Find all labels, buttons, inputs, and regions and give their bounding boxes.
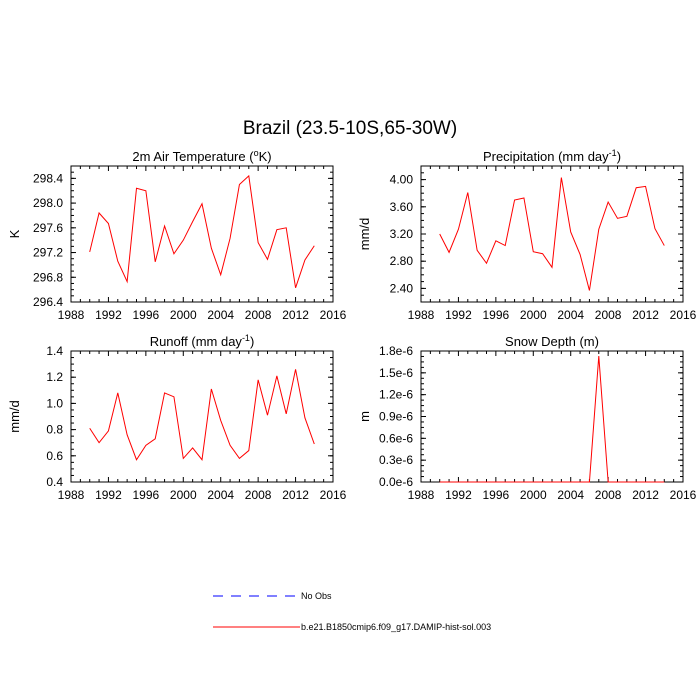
panel-title: 2m Air Temperature (oK) [132,148,271,164]
x-tick-label: 2004 [557,308,584,322]
x-tick-label: 2008 [595,308,622,322]
x-tick-label: 2000 [520,308,547,322]
x-tick-label: 2000 [170,308,197,322]
series-line [89,369,315,461]
x-tick-label: 1988 [408,308,435,322]
panel-1: 2m Air Temperature (oK) 1988 1992 1996 2000 2… [7,148,347,322]
panel-title-text: Snow Depth (m) [505,334,599,349]
x-tick-label: 2012 [282,308,309,322]
x-tick-label: 1996 [133,308,160,322]
figure-title: Brazil (23.5-10S,65-30W) [243,118,457,139]
panel-title: Precipitation (mm day-1) [483,148,621,164]
y-tick-label: 298.0 [33,196,63,210]
y-tick-label: 1.2e-6 [379,388,413,402]
x-tick-label: 1988 [58,488,85,502]
y-tick-label: 1.2 [46,370,63,384]
panel-title: Runoff (mm day-1) [150,333,255,349]
panels: 2m Air Temperature (oK)1988 1992 1996 2000 2… [7,148,697,502]
y-tick-label: 297.6 [33,221,63,235]
y-tick-label: 0.3e-6 [379,453,413,467]
x-tick-label: 2004 [207,308,234,322]
y-axis-label: mm/d [7,400,22,433]
y-tick-label: 298.4 [33,171,63,185]
x-tick-label: 1992 [445,308,472,322]
y-tick-label: 296.4 [33,295,63,309]
panel-title-superscript: -1 [242,333,250,343]
panel-title: Snow Depth (m) [505,334,599,349]
y-tick-label: 0.8 [46,423,63,437]
x-tick-label: 2012 [632,308,659,322]
plot-frame [70,165,334,303]
y-tick-label: 3.20 [390,227,414,241]
y-tick-label: 297.2 [33,246,63,260]
x-tick-label: 2016 [670,488,697,502]
y-tick-label: 1.8e-6 [379,344,413,358]
series-line [439,177,665,291]
x-tick-label: 1988 [408,488,435,502]
panel-title-text: Runoff (mm day [150,334,243,349]
y-axis-label: K [7,229,22,238]
panel-title-text: Precipitation (mm day [483,149,609,164]
panel-4: Snow Depth (m) 1988 1992 1996 2000 2004 2008 20… [357,334,697,502]
x-tick-label: 2008 [595,488,622,502]
x-tick-label: 2008 [245,308,272,322]
panel-title-suffix: ) [250,334,254,349]
x-tick-label: 2012 [282,488,309,502]
y-tick-label: 3.60 [390,200,414,214]
legend: No Obs b.e21.B1850cmip6.f09_g17.DAMIP-his… [213,591,491,632]
series-line [89,174,315,288]
legend-label-2: b.e21.B1850cmip6.f09_g17.DAMIP-hist-sol.… [301,622,491,632]
y-tick-label: 0.9e-6 [379,410,413,424]
plot-frame [420,350,684,483]
x-tick-label: 2008 [245,488,272,502]
y-tick-label: 4.00 [390,173,414,187]
y-axis-label: mm/d [357,218,372,251]
panel-title-superscript: o [254,148,259,158]
x-tick-label: 1992 [445,488,472,502]
x-tick-label: 2004 [557,488,584,502]
x-tick-label: 1996 [133,488,160,502]
x-tick-label: 2016 [320,308,347,322]
y-tick-label: 0.6 [46,449,63,463]
y-tick-label: 1.5e-6 [379,366,413,380]
panel-title-text: 2m Air Temperature ( [132,149,254,164]
y-axis-label: m [357,411,372,422]
x-tick-label: 2016 [320,488,347,502]
y-tick-label: 0.4 [46,475,63,489]
x-tick-label: 2000 [170,488,197,502]
x-tick-label: 1992 [95,308,122,322]
x-tick-label: 2012 [632,488,659,502]
y-tick-label: 2.40 [390,281,414,295]
x-tick-label: 1992 [95,488,122,502]
y-tick-label: 1.4 [46,344,63,358]
series-line [439,356,665,483]
x-tick-label: 2000 [520,488,547,502]
plot-frame [70,350,334,483]
x-tick-label: 1988 [58,308,85,322]
y-tick-label: 0.0e-6 [379,475,413,489]
panel-title-superscript: -1 [609,148,617,158]
x-tick-label: 1996 [483,488,510,502]
panel-3: Runoff (mm day-1) 1988 1992 1996 2000 2004 200… [7,333,347,502]
panel-title-suffix: ) [617,149,621,164]
y-tick-label: 0.6e-6 [379,431,413,445]
legend-label-1: No Obs [301,591,332,601]
x-tick-label: 1996 [483,308,510,322]
x-tick-label: 2004 [207,488,234,502]
y-tick-label: 2.80 [390,254,414,268]
y-tick-label: 296.8 [33,270,63,284]
panel-2: Precipitation (mm day-1) 1988 1992 1996 2000… [357,148,697,322]
x-tick-label: 2016 [670,308,697,322]
y-tick-label: 1.0 [46,396,63,410]
panel-title-suffix: K) [259,149,272,164]
